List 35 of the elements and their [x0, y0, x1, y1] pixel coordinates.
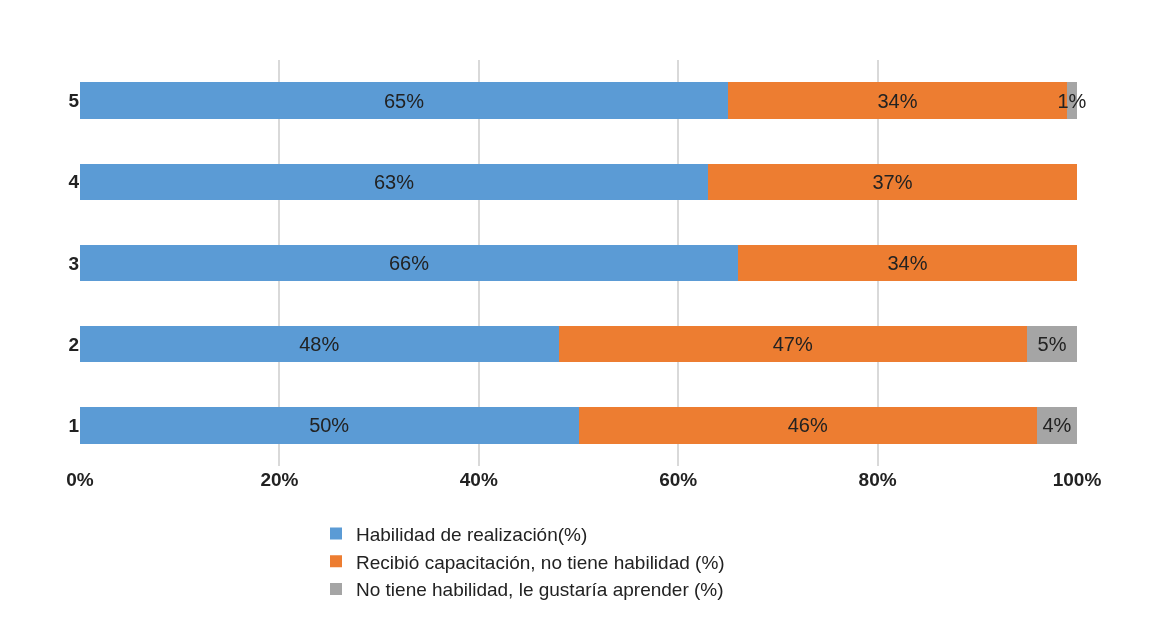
- bar: [578, 407, 1038, 444]
- x-tick-label: 0%: [66, 469, 94, 490]
- bar: [738, 244, 1077, 282]
- x-tick-label: 100%: [1052, 469, 1102, 490]
- y-tick-label: 1: [68, 415, 80, 437]
- x-tick-label: 20%: [260, 469, 299, 490]
- x-tick-label: 80%: [858, 469, 897, 490]
- data-label: 65%: [383, 89, 425, 112]
- y-tick-label: 4: [68, 171, 80, 193]
- legend-label: Habilidad de realización(%): [356, 523, 588, 545]
- y-tick-label: 5: [68, 90, 80, 112]
- data-label: 5%: [1037, 333, 1067, 356]
- data-label: 66%: [388, 252, 430, 274]
- y-tick-label: 2: [68, 333, 79, 355]
- bar: [80, 325, 559, 363]
- x-tick-label: 60%: [659, 469, 698, 490]
- bar: [80, 82, 729, 119]
- data-label: 4%: [1042, 414, 1072, 437]
- data-label: 37%: [872, 170, 913, 193]
- data-label: 48%: [299, 333, 340, 356]
- data-label: 63%: [373, 170, 415, 193]
- legend-label: No tiene habilidad, le gustaría aprender (%): [356, 579, 724, 601]
- data-label: 46%: [787, 414, 828, 437]
- data-label: 47%: [772, 333, 813, 356]
- x-tick-label: 40%: [459, 469, 498, 490]
- bar: [558, 325, 1028, 363]
- data-label: 50%: [309, 414, 350, 437]
- y-tick-label: 3: [68, 252, 79, 274]
- bar: [80, 163, 709, 201]
- bar: [708, 163, 1077, 201]
- bar: [80, 407, 579, 444]
- data-label: 34%: [887, 252, 928, 274]
- data-label: 34%: [877, 89, 918, 112]
- bar: [80, 244, 739, 282]
- legend-label: Recibió capacitación, no tiene habilidad (%): [356, 551, 725, 573]
